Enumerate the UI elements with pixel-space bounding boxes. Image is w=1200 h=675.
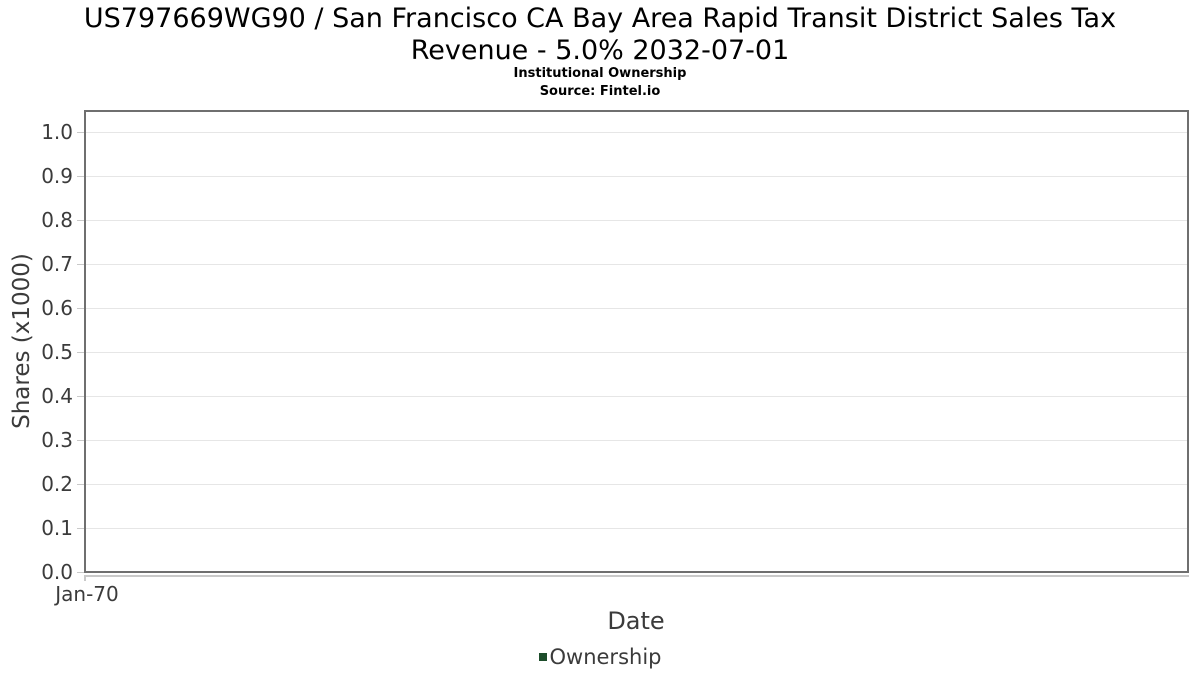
y-tick [77,484,84,485]
y-tick-label: 0.7 [41,252,73,276]
y-tick [77,220,84,221]
gridline [86,484,1187,485]
y-tick-label: 0.4 [41,384,73,408]
y-tick [77,396,84,397]
gridline [86,132,1187,133]
y-tick-label: 0.3 [41,428,73,452]
legend-marker-icon [538,653,547,661]
chart-title: US797669WG90 / San Francisco CA Bay Area… [83,3,1117,66]
y-tick [77,528,84,529]
y-tick-label: 1.0 [41,120,73,144]
gridline [86,264,1187,265]
y-tick-label: 0.9 [41,164,73,188]
x-tick-label: Jan-70 [55,582,119,606]
legend-item-label: Ownership [549,645,662,669]
y-tick [77,176,84,177]
y-tick [77,440,84,441]
y-tick [77,264,84,265]
y-tick-label: 0.6 [41,296,73,320]
gridline [86,352,1187,353]
gridline [86,176,1187,177]
x-tick [84,575,86,581]
y-tick-label: 0.2 [41,472,73,496]
gridline [86,440,1187,441]
gridline [86,396,1187,397]
y-tick [77,132,84,133]
gridline [86,308,1187,309]
y-tick [77,308,84,309]
chart-subtitle: Institutional Ownership [513,66,687,81]
y-tick-label: 0.8 [41,208,73,232]
legend-item-ownership[interactable]: Ownership [538,645,662,669]
gridline [86,220,1187,221]
x-axis-line [84,575,1189,577]
x-axis-label: Date [607,607,665,635]
y-tick-label: 0.5 [41,340,73,364]
y-tick-label: 0.1 [41,516,73,540]
plot-area [84,110,1189,573]
gridline [86,528,1187,529]
legend: Ownership [0,645,1200,669]
y-tick [77,352,84,353]
y-tick-label: 0.0 [41,560,73,584]
chart-source-label: Source: Fintel.io [539,84,661,99]
y-tick [77,572,84,573]
